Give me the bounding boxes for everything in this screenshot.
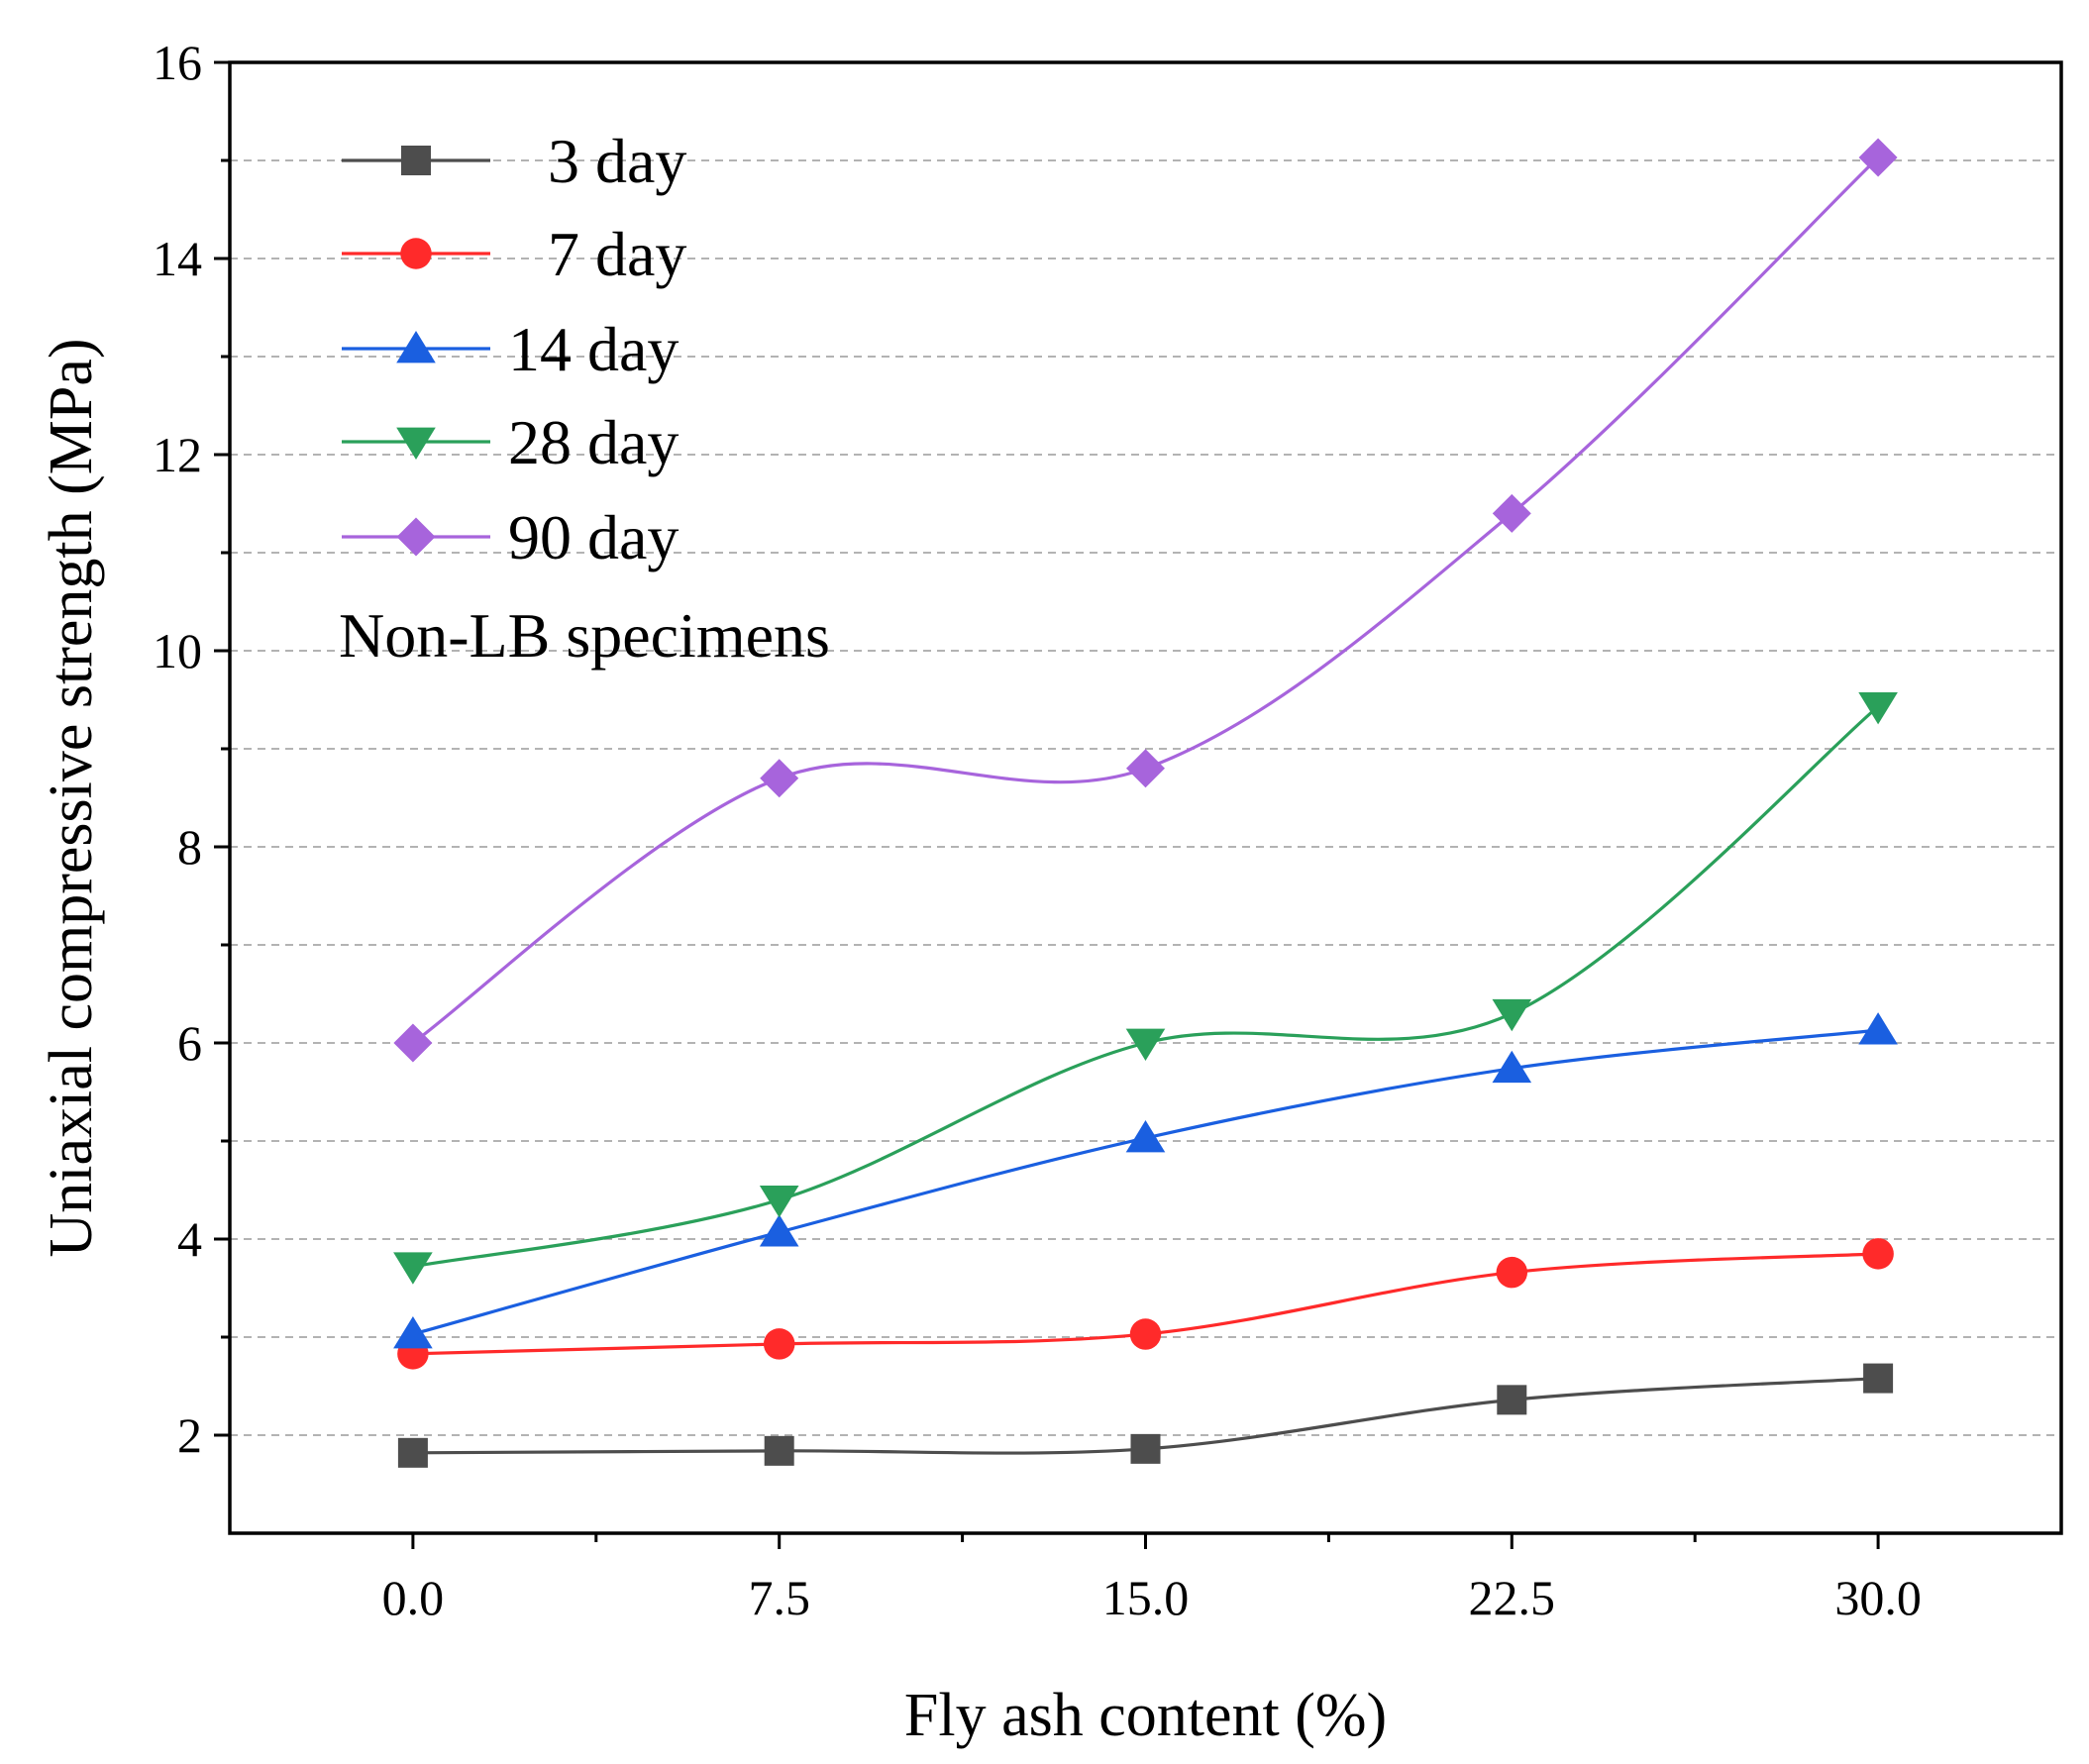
legend-marker-1 bbox=[400, 238, 432, 269]
marker-s2-p2 bbox=[1125, 1120, 1166, 1153]
marker-s4-p4 bbox=[1858, 138, 1898, 177]
y-tick-label-2: 2 bbox=[177, 1407, 202, 1463]
series-markers bbox=[393, 138, 1898, 1468]
legend-label-4: 90 day bbox=[508, 502, 679, 572]
y-axis-title: Uniaxial compressive strength (MPa) bbox=[38, 338, 105, 1257]
x-tick-label-3: 22.5 bbox=[1469, 1570, 1556, 1625]
x-tick-label-1: 7.5 bbox=[748, 1570, 810, 1625]
legend-label-1: 7 day bbox=[548, 219, 686, 289]
x-axis-title: Fly ash content (%) bbox=[904, 1682, 1387, 1749]
marker-s0-p1 bbox=[764, 1435, 794, 1466]
marker-s4-p3 bbox=[1492, 493, 1531, 533]
y-tick-label-4: 4 bbox=[177, 1211, 202, 1267]
legend-marker-4 bbox=[396, 517, 436, 557]
marker-s2-p0 bbox=[393, 1316, 433, 1349]
marker-s3-p2 bbox=[1125, 1028, 1166, 1061]
marker-s3-p0 bbox=[393, 1252, 433, 1285]
marker-s2-p1 bbox=[759, 1214, 799, 1247]
marker-s0-p0 bbox=[397, 1437, 428, 1468]
x-tick-label-0: 0.0 bbox=[382, 1570, 445, 1625]
marker-s3-p3 bbox=[1492, 998, 1532, 1032]
marker-s1-p4 bbox=[1862, 1238, 1894, 1270]
y-tick-label-8: 8 bbox=[177, 819, 202, 875]
y-tick-label-14: 14 bbox=[153, 231, 202, 286]
marker-s1-p3 bbox=[1496, 1256, 1528, 1289]
legend-label-2: 14 day bbox=[508, 314, 679, 384]
marker-s1-p1 bbox=[763, 1328, 795, 1360]
legend-marker-0 bbox=[401, 146, 431, 175]
legend-marker-2 bbox=[396, 331, 436, 363]
legend-marker-3 bbox=[396, 427, 436, 460]
legend-label-0: 3 day bbox=[548, 126, 686, 196]
legend-label-3: 28 day bbox=[508, 407, 679, 477]
marker-s1-p2 bbox=[1129, 1318, 1162, 1350]
marker-s4-p2 bbox=[1126, 749, 1165, 788]
x-tick-label-4: 30.0 bbox=[1834, 1570, 1922, 1625]
annotation-non-lb: Non-LB specimens bbox=[339, 600, 830, 671]
y-tick-label-6: 6 bbox=[177, 1015, 202, 1071]
marker-s0-p2 bbox=[1130, 1433, 1161, 1464]
marker-s2-p4 bbox=[1858, 1012, 1898, 1045]
y-tick-label-10: 10 bbox=[153, 623, 202, 678]
x-tick-label-2: 15.0 bbox=[1102, 1570, 1190, 1625]
marker-s3-p4 bbox=[1858, 692, 1898, 725]
marker-s4-p0 bbox=[393, 1023, 433, 1063]
x-tick-labels: 0.0 7.5 15.0 22.5 30.0 bbox=[382, 1570, 1922, 1625]
marker-s4-p1 bbox=[760, 759, 799, 798]
marker-s3-p1 bbox=[759, 1186, 799, 1218]
legend: 3 day 7 day 14 day 28 day 90 day bbox=[342, 126, 686, 572]
marker-s2-p3 bbox=[1492, 1050, 1532, 1084]
marker-s0-p4 bbox=[1863, 1363, 1894, 1394]
y-tick-labels: 2 4 6 8 10 12 14 16 bbox=[153, 35, 202, 1463]
marker-s0-p3 bbox=[1497, 1385, 1527, 1415]
y-tick-label-12: 12 bbox=[153, 427, 202, 482]
y-tick-label-16: 16 bbox=[153, 35, 202, 90]
axis-ticks bbox=[214, 60, 1880, 1549]
